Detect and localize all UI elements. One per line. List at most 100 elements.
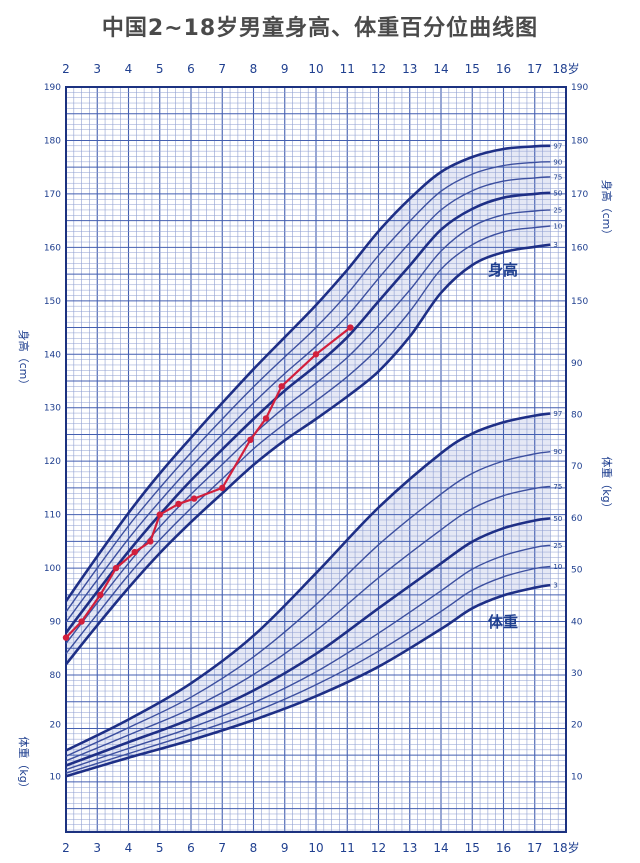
measured-height-point: [78, 618, 85, 625]
weight-tick-right: 20: [571, 721, 583, 731]
x-tick-top: 18岁: [552, 61, 579, 76]
height-tick-left: 160: [44, 243, 61, 253]
height-curve-label-p90: 90: [553, 158, 562, 166]
x-tick-top: 6: [187, 62, 195, 76]
height-tick-right: 180: [571, 136, 588, 146]
measured-height-point: [131, 548, 138, 556]
measured-height-point: [112, 564, 120, 572]
weight-tick-right: 10: [571, 772, 583, 782]
x-tick-bottom: 5: [156, 841, 164, 855]
measured-height-point: [190, 495, 198, 502]
height-curve-p10: [65, 225, 551, 655]
height-tick-left: 180: [44, 136, 61, 146]
height-tick-left: 80: [50, 671, 62, 681]
plot-frame: [65, 86, 567, 833]
weight-curve-label-p25: 25: [553, 542, 562, 550]
weight-tick-right: 30: [571, 669, 583, 679]
weight-curve-p50: [65, 517, 551, 767]
x-tick-top: 10: [308, 62, 323, 76]
weight-curve-label-p97: 97: [553, 410, 562, 418]
x-tick-top: 3: [93, 62, 101, 76]
x-tick-top: 14: [433, 62, 448, 76]
x-tick-bottom: 3: [93, 841, 101, 855]
measured-height-point: [347, 324, 354, 331]
height-tick-left: 110: [44, 511, 61, 521]
x-tick-top: 11: [340, 62, 355, 76]
height-curve-p50: [64, 191, 551, 634]
height-curve-label-p3: 3: [553, 241, 557, 249]
height-tick-left: 120: [44, 457, 61, 467]
x-tick-top: 4: [125, 62, 133, 76]
height-curve-p3: [64, 243, 551, 666]
weight-curve-label-p75: 75: [553, 483, 562, 491]
weight-curve-p97: [65, 412, 551, 752]
height-tick-right: 150: [571, 297, 588, 307]
weight-curve-label-p3: 3: [553, 582, 557, 590]
x-tick-bottom: 10: [308, 841, 323, 855]
weight-tick-right: 90: [571, 359, 583, 369]
weight-axis-label-left: 体重（kg）: [17, 736, 31, 793]
measured-height-point: [147, 538, 154, 545]
x-tick-bottom: 17: [527, 841, 542, 855]
x-tick-bottom: 11: [340, 841, 355, 855]
x-tick-top: 12: [371, 62, 386, 76]
x-tick-bottom: 12: [371, 841, 386, 855]
x-tick-bottom: 7: [218, 841, 226, 855]
x-tick-bottom: 18岁: [552, 840, 579, 855]
x-tick-bottom: 14: [433, 841, 448, 855]
x-tick-bottom: 8: [250, 841, 258, 855]
height-curve-p97: [64, 144, 551, 602]
weight-curve-label: 体重: [488, 613, 518, 631]
height-tick-left: 100: [44, 564, 61, 574]
x-tick-top: 2: [62, 62, 70, 76]
height-tick-left: 140: [44, 350, 61, 360]
height-tick-left: 190: [44, 83, 61, 93]
measured-height-point: [62, 634, 70, 641]
weight-curve-label-p90: 90: [553, 448, 562, 456]
weight-curve-p90: [65, 451, 551, 757]
x-tick-top: 9: [281, 62, 289, 76]
x-tick-top: 8: [250, 62, 258, 76]
weight-tick-left: 20: [50, 721, 62, 731]
x-tick-top: 15: [465, 62, 480, 76]
height-curve-label-p97: 97: [553, 142, 562, 150]
x-tick-bottom: 13: [402, 841, 417, 855]
measured-height-point: [278, 383, 285, 390]
x-tick-bottom: 16: [496, 841, 511, 855]
height-curve-p25: [65, 209, 551, 644]
weight-tick-right: 80: [571, 411, 583, 421]
weight-curve-label-p10: 10: [553, 563, 562, 571]
weight-tick-right: 70: [571, 462, 583, 472]
weight-tick-right: 60: [571, 514, 583, 524]
height-curve-label-p50: 50: [553, 189, 562, 197]
page-title: 中国2~18岁男童身高、体重百分位曲线图: [101, 16, 539, 41]
height-tick-left: 170: [44, 190, 61, 200]
x-tick-top: 17: [527, 62, 542, 76]
weight-tick-right: 50: [571, 566, 583, 576]
x-tick-top: 7: [218, 62, 226, 76]
x-tick-bottom: 9: [281, 841, 289, 855]
height-tick-left: 90: [50, 618, 62, 628]
height-tick-right: 160: [571, 243, 588, 253]
height-axis-label-right: 身高（cm）: [600, 180, 614, 241]
measured-height-point: [175, 500, 182, 508]
weight-tick-right: 40: [571, 617, 583, 627]
measured-height-point: [312, 351, 320, 358]
weight-curve-p25: [65, 544, 551, 771]
weight-curve-label-p50: 50: [553, 515, 562, 523]
x-tick-bottom: 6: [187, 841, 195, 855]
measured-height-point: [97, 591, 104, 599]
weight-curve-p75: [65, 485, 551, 762]
weight-curve-p10: [65, 565, 551, 774]
measured-height-point: [156, 511, 163, 518]
height-tick-right: 170: [571, 190, 588, 200]
measured-height-point: [219, 484, 226, 492]
weight-axis-label-right: 体重（kg）: [600, 456, 614, 513]
x-tick-bottom: 2: [62, 841, 70, 855]
height-curve-p90: [65, 161, 551, 613]
weight-curve-p3: [65, 583, 551, 778]
x-tick-top: 5: [156, 62, 164, 76]
height-tick-right: 190: [571, 83, 588, 93]
height-tick-left: 150: [44, 297, 61, 307]
